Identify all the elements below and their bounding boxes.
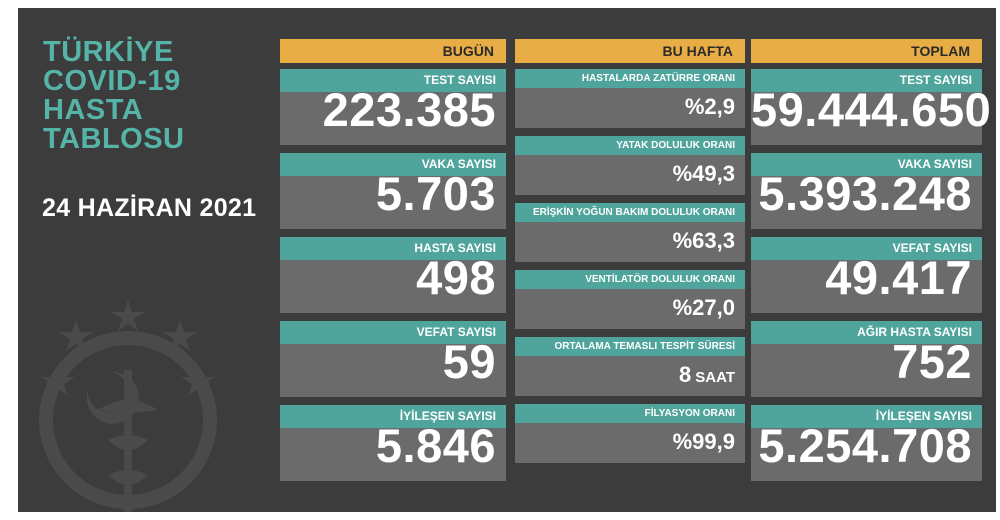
week-filiation-card: FİLYASYON ORANI %99,9 <box>515 404 745 463</box>
card-label: TEST SAYISI <box>280 69 506 92</box>
total-case-card: VAKA SAYISI 5.393.248 <box>751 153 982 229</box>
card-value: 5.703 <box>375 167 496 220</box>
title-line: HASTA <box>43 94 144 126</box>
week-icu-occupancy-card: ERİŞKİN YOĞUN BAKIM DOLULUK ORANI %63,3 <box>515 203 745 262</box>
card-value-unit: SAAT <box>695 369 735 386</box>
today-case-card: VAKA SAYISI 5.703 <box>280 153 506 229</box>
today-death-card: VEFAT SAYISI 59 <box>280 321 506 397</box>
today-test-card: TEST SAYISI 223.385 <box>280 69 506 145</box>
card-value: %63,3 <box>672 228 735 253</box>
card-value: 5.393.248 <box>758 167 972 220</box>
report-date: 24 HAZİRAN 2021 <box>42 194 257 222</box>
card-value: %99,9 <box>672 429 735 454</box>
card-label: ERİŞKİN YOĞUN BAKIM DOLULUK ORANI <box>515 203 745 222</box>
total-death-card: VEFAT SAYISI 49.417 <box>751 237 982 313</box>
card-label: VEFAT SAYISI <box>280 321 506 344</box>
card-value: 498 <box>416 251 496 304</box>
title-line: COVID-19 <box>43 65 181 97</box>
title-line: TÜRKİYE <box>43 36 174 68</box>
card-label: YATAK DOLULUK ORANI <box>515 136 745 155</box>
card-value: 5.846 <box>375 419 496 472</box>
card-label: TEST SAYISI <box>751 69 982 92</box>
card-value: 223.385 <box>322 83 496 136</box>
today-recovered-card: İYİLEŞEN SAYISI 5.846 <box>280 405 506 481</box>
card-label: FİLYASYON ORANI <box>515 404 745 423</box>
week-ventilator-card: VENTİLATÖR DOLULUK ORANI %27,0 <box>515 270 745 329</box>
card-value: 49.417 <box>825 251 972 304</box>
card-value: %2,9 <box>684 94 735 119</box>
column-header-today: BUGÜN <box>280 39 506 63</box>
card-label: VAKA SAYISI <box>280 153 506 176</box>
card-label: VEFAT SAYISI <box>751 237 982 260</box>
title-line: TABLOSU <box>43 123 185 155</box>
week-contact-time-card: ORTALAMA TEMASLI TESPİT SÜRESİ 8 SAAT <box>515 337 745 396</box>
card-value: %49,3 <box>672 161 735 186</box>
week-bed-occupancy-card: YATAK DOLULUK ORANI %49,3 <box>515 136 745 195</box>
total-test-card: TEST SAYISI 59.444.650 <box>751 69 992 145</box>
week-pneumonia-card: HASTALARDA ZATÜRRE ORANI %2,9 <box>515 69 745 128</box>
column-header-total: TOPLAM <box>751 39 982 63</box>
card-label: HASTA SAYISI <box>280 237 506 260</box>
total-recovered-card: İYİLEŞEN SAYISI 5.254.708 <box>751 405 982 481</box>
ministry-emblem-icon <box>39 300 217 512</box>
card-label: İYİLEŞEN SAYISI <box>751 405 982 428</box>
card-label: HASTALARDA ZATÜRRE ORANI <box>515 69 745 88</box>
card-value: 59 <box>442 335 496 388</box>
card-value: 5.254.708 <box>758 419 972 472</box>
column-header-week: BU HAFTA <box>515 39 745 63</box>
total-severe-card: AĞIR HASTA SAYISI 752 <box>751 321 982 397</box>
card-value-number: 8 <box>679 362 692 387</box>
today-patient-card: HASTA SAYISI 498 <box>280 237 506 313</box>
card-value: 752 <box>892 335 972 388</box>
covid-table-board: TÜRKİYE COVID-19 HASTA TABLOSU 24 HAZİRA… <box>18 8 996 512</box>
card-value: %27,0 <box>672 295 735 320</box>
card-value: 59.444.650 <box>751 83 992 136</box>
card-label: İYİLEŞEN SAYISI <box>280 405 506 428</box>
card-value: 8 SAAT <box>515 361 745 392</box>
card-label: VENTİLATÖR DOLULUK ORANI <box>515 270 745 289</box>
card-label: VAKA SAYISI <box>751 153 982 176</box>
main-title: TÜRKİYE COVID-19 HASTA TABLOSU <box>43 38 185 154</box>
card-label: ORTALAMA TEMASLI TESPİT SÜRESİ <box>515 337 745 356</box>
card-label: AĞIR HASTA SAYISI <box>751 321 982 344</box>
